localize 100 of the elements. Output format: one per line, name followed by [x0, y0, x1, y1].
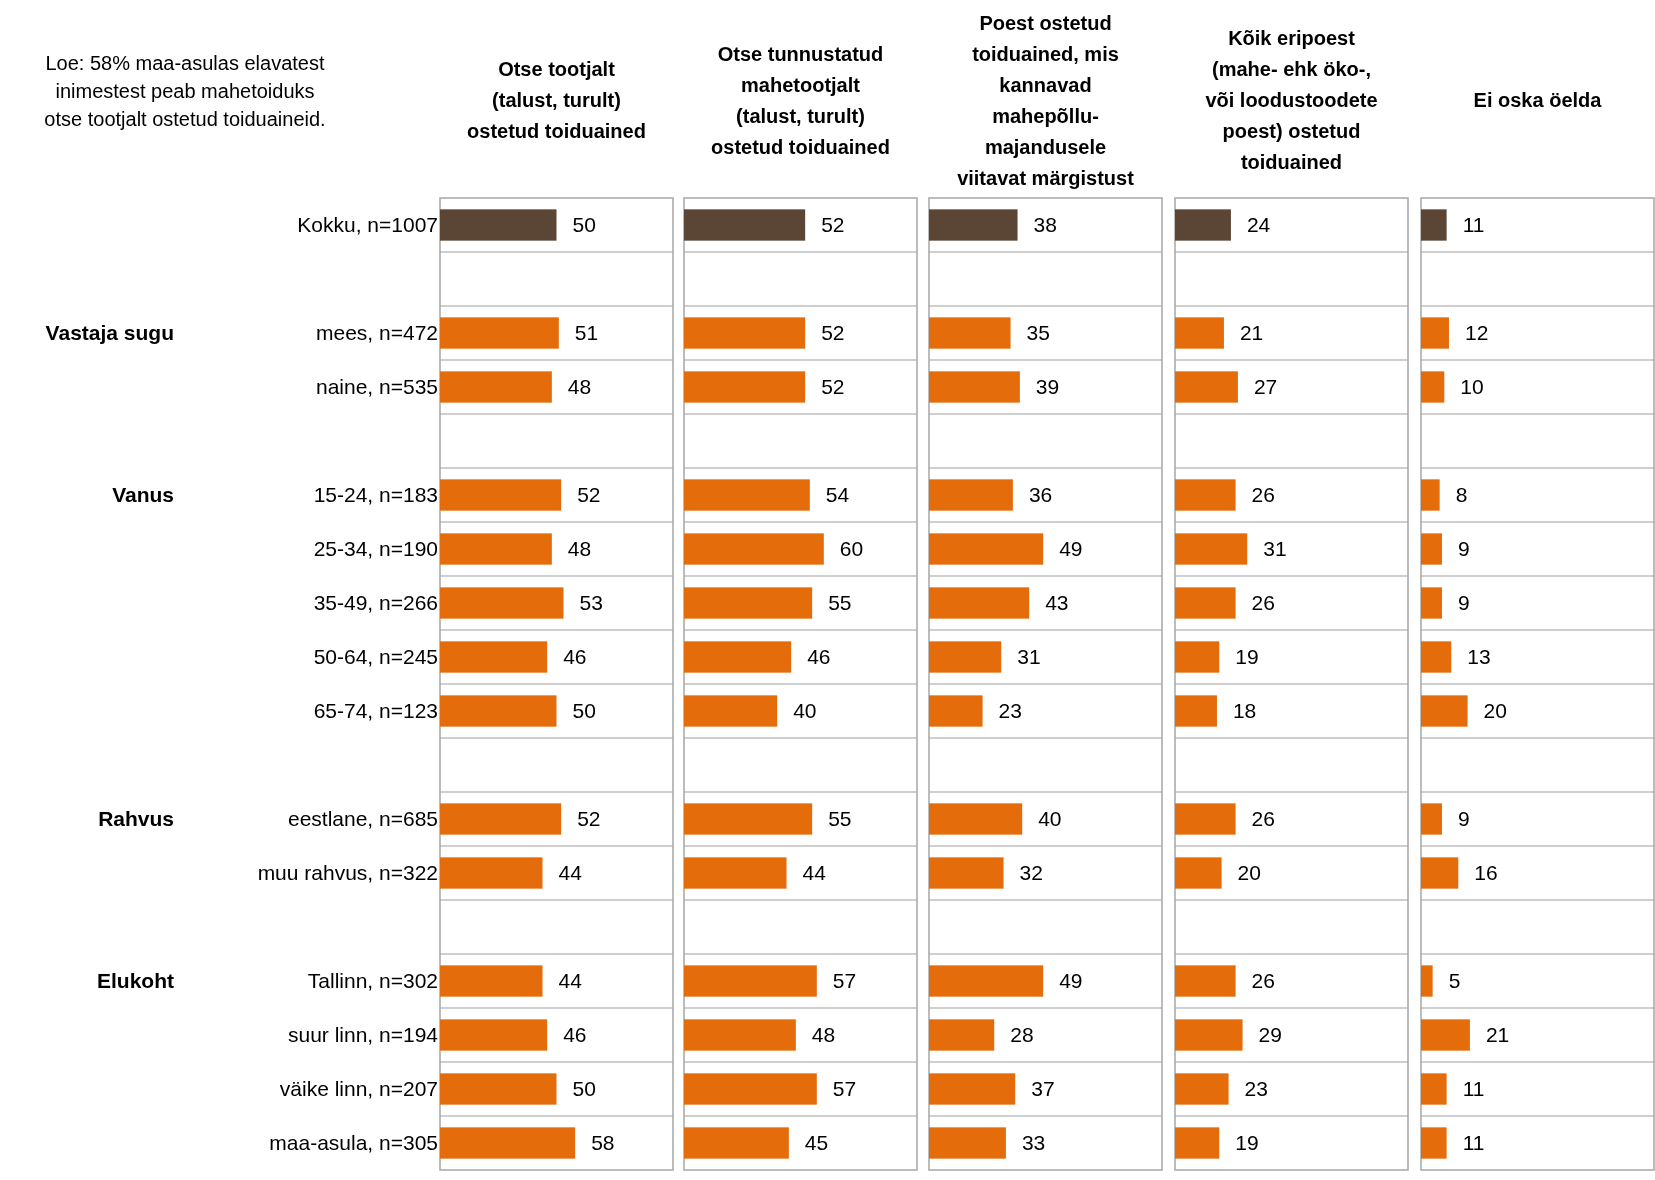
bar	[684, 695, 778, 727]
data-label: 52	[577, 807, 601, 830]
data-label: 26	[1251, 969, 1275, 992]
data-label: 55	[828, 807, 852, 830]
bar	[929, 317, 1011, 349]
data-label: 32	[1019, 861, 1043, 884]
chart-title: Otse tunnustatud mahetootjalt (talust, turult) ostetud toiduained	[711, 42, 890, 158]
bar	[1421, 641, 1452, 673]
bar	[440, 1073, 557, 1105]
bar	[440, 965, 543, 997]
bar	[1421, 1019, 1470, 1051]
bar	[1421, 209, 1447, 241]
bar	[929, 857, 1004, 889]
data-label: 49	[1059, 969, 1083, 992]
data-label: 9	[1457, 591, 1470, 614]
chart-title: Ei oska öelda	[1473, 89, 1603, 111]
data-label: 52	[821, 321, 845, 344]
bar	[440, 317, 559, 349]
data-label: 48	[811, 1023, 836, 1046]
bar	[1175, 1127, 1220, 1159]
bar	[929, 371, 1020, 403]
bar	[1175, 209, 1231, 241]
y-tick-label: 65-74, n=123	[313, 699, 438, 722]
data-label: 40	[793, 699, 817, 722]
data-label: 9	[1457, 537, 1470, 560]
data-label: 45	[804, 1131, 829, 1154]
bar	[684, 209, 806, 241]
bar	[1421, 857, 1459, 889]
data-label: 40	[1038, 807, 1062, 830]
data-label: 16	[1474, 861, 1498, 884]
data-label: 49	[1059, 537, 1083, 560]
data-label: 29	[1258, 1023, 1282, 1046]
data-label: 27	[1253, 375, 1278, 398]
bar	[1421, 695, 1468, 727]
y-tick-label: eestlane, n=685	[287, 807, 438, 830]
y-tick-label: 35-49, n=266	[313, 591, 438, 614]
bar	[440, 1019, 548, 1051]
y-tick-label: muu rahvus, n=322	[257, 861, 438, 884]
data-label: 52	[821, 213, 845, 236]
data-label: 21	[1485, 1023, 1510, 1046]
text: Vanus	[112, 483, 174, 506]
text: Loe: 58% maa-asulas elavatest inimestest peab mahetoiduks otse tootjalt ostetud toiduaineid.	[44, 52, 326, 130]
chart-title: Otse tootjalt (talust, turult) ostetud toiduained	[467, 58, 646, 142]
bar	[684, 1073, 817, 1105]
bar	[1175, 371, 1238, 403]
bar	[929, 533, 1044, 565]
bar	[929, 1073, 1016, 1105]
data-label: 39	[1035, 375, 1060, 398]
bar	[1175, 317, 1224, 349]
data-label: 23	[998, 699, 1022, 722]
data-label: 50	[572, 1077, 596, 1100]
bar	[684, 479, 810, 511]
bar	[1421, 1127, 1447, 1159]
data-label: 26	[1251, 483, 1275, 506]
bar	[684, 641, 792, 673]
data-label: 44	[802, 861, 827, 884]
data-label: 48	[567, 375, 592, 398]
data-label: 19	[1235, 645, 1259, 668]
y-tick-label: 25-34, n=190	[313, 537, 438, 560]
data-label: 48	[567, 537, 592, 560]
data-label: 50	[572, 699, 596, 722]
data-label: 53	[579, 591, 603, 614]
bar	[1421, 371, 1445, 403]
data-label: 52	[577, 483, 601, 506]
bar	[1421, 587, 1442, 619]
bar	[440, 695, 557, 727]
bar	[684, 1127, 789, 1159]
bar	[929, 641, 1002, 673]
bar	[1421, 317, 1449, 349]
bar	[929, 695, 983, 727]
data-label: 10	[1460, 375, 1484, 398]
bar	[1175, 1073, 1229, 1105]
data-label: 11	[1462, 1077, 1485, 1100]
data-label: 24	[1246, 213, 1271, 236]
y-tick-label: maa-asula, n=305	[269, 1131, 438, 1154]
y-tick-label: Kokku, n=1007	[297, 213, 438, 236]
bar	[1421, 533, 1442, 565]
bar	[1175, 587, 1236, 619]
data-label: 57	[832, 969, 857, 992]
bar	[684, 965, 817, 997]
data-label: 44	[558, 861, 583, 884]
data-label: 20	[1237, 861, 1261, 884]
bar	[929, 479, 1013, 511]
data-label: 31	[1263, 537, 1287, 560]
data-label: 9	[1457, 807, 1470, 830]
bar	[684, 371, 806, 403]
y-tick-label: naine, n=535	[315, 375, 438, 398]
chart-title: Poest ostetud toiduained, mis kannavad mahepõllu- majandusele viitavat märgistust	[957, 11, 1135, 189]
data-label: 19	[1235, 1131, 1259, 1154]
text: Elukoht	[97, 969, 174, 992]
bar	[929, 1127, 1006, 1159]
bar	[929, 803, 1023, 835]
bar	[440, 803, 562, 835]
data-label: 23	[1244, 1077, 1268, 1100]
bar	[684, 803, 813, 835]
data-label: 12	[1464, 321, 1489, 344]
bar	[440, 587, 564, 619]
text: Rahvus	[98, 807, 174, 830]
data-label: 52	[821, 375, 845, 398]
data-label: 46	[563, 1023, 587, 1046]
